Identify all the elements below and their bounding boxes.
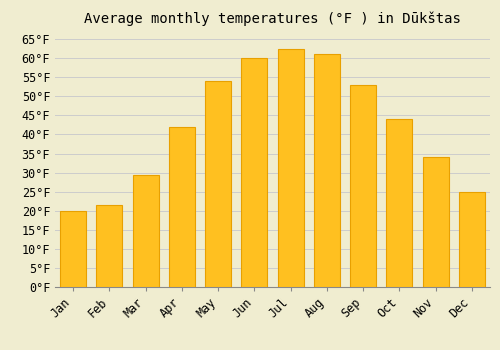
Bar [96, 205, 122, 287]
Bar [242, 58, 268, 287]
Bar [132, 175, 158, 287]
Bar [459, 192, 485, 287]
Title: Average monthly temperatures (°F ) in Dūkštas: Average monthly temperatures (°F ) in Dū… [84, 12, 461, 26]
Bar [278, 49, 303, 287]
Bar [60, 211, 86, 287]
Bar [350, 85, 376, 287]
Bar [422, 158, 448, 287]
Bar [386, 119, 412, 287]
Bar [205, 81, 231, 287]
Bar [314, 54, 340, 287]
Bar [169, 127, 195, 287]
